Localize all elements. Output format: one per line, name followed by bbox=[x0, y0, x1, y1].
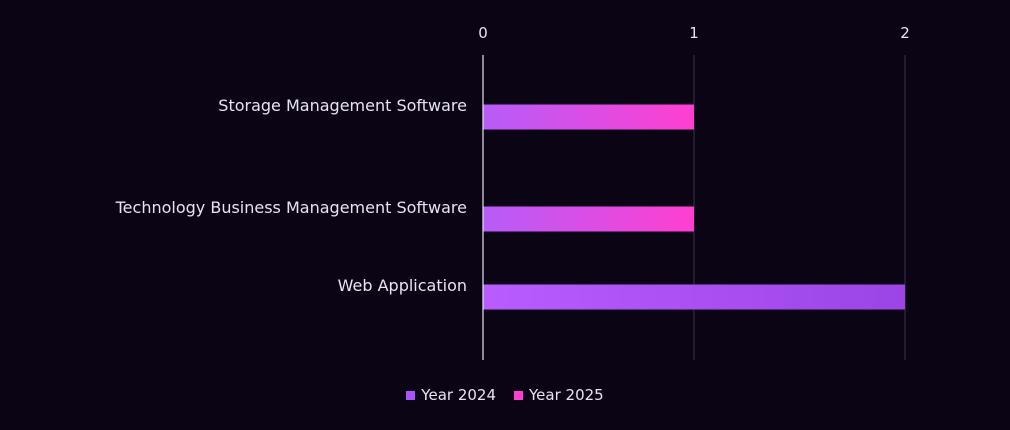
chart-legend: Year 2024 Year 2025 bbox=[0, 386, 1010, 404]
legend-swatch bbox=[406, 390, 416, 400]
bar-gradient bbox=[483, 284, 905, 310]
legend-item: Year 2025 bbox=[514, 386, 604, 404]
legend-item: Year 2024 bbox=[406, 386, 496, 404]
category-label: Technology Business Management Software bbox=[115, 198, 467, 217]
legend-label: Year 2024 bbox=[421, 386, 496, 404]
category-label: Storage Management Software bbox=[218, 96, 467, 115]
legend-label: Year 2025 bbox=[529, 386, 604, 404]
x-tick-label: 1 bbox=[689, 24, 699, 42]
legend-swatch bbox=[514, 390, 523, 400]
category-label: Web Application bbox=[338, 276, 467, 295]
x-tick-label: 2 bbox=[900, 24, 910, 42]
bar-chart: 0 1 2 Storage Management Software Technology… bbox=[115, 24, 910, 360]
bar-gradient bbox=[483, 206, 694, 232]
bar-gradient bbox=[483, 104, 694, 130]
x-tick-label: 0 bbox=[478, 24, 488, 42]
